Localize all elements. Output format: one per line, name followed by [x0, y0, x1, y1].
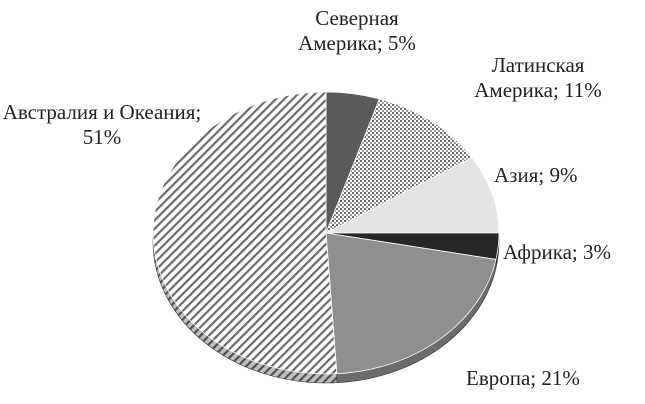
pie-slice [325, 156, 500, 234]
slice-label: Австралия и Океания; 51% [2, 100, 202, 149]
slice-top [325, 156, 500, 234]
pie-slice [325, 232, 497, 384]
slice-side-shadow [336, 259, 496, 383]
slice-label: Латинская Америка; 11% [474, 53, 602, 102]
slice-top [325, 232, 497, 375]
slice-top [152, 91, 338, 375]
slice-label: Европа; 21% [466, 366, 580, 390]
slice-label: Азия; 9% [494, 163, 578, 187]
pie-slice [152, 91, 338, 384]
slice-label: Африка; 3% [503, 240, 611, 264]
slice-label: Северная Америка; 5% [298, 6, 416, 55]
pie-slice [325, 98, 473, 234]
slice-top [325, 98, 473, 234]
slice-side-shadow [495, 233, 499, 269]
